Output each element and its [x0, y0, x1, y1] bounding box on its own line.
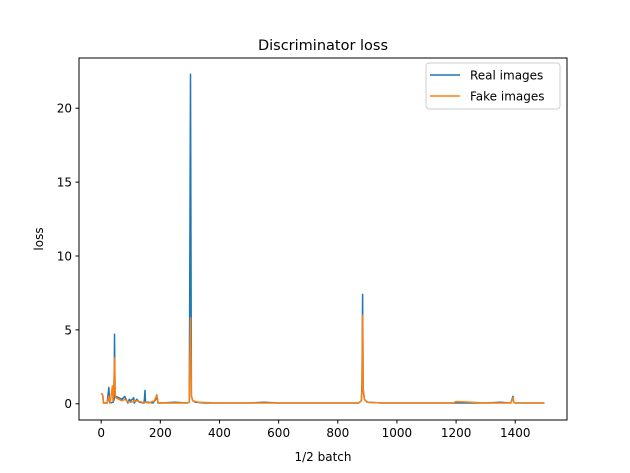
y-axis-ticks: 0 5 10 15 20: [57, 102, 79, 411]
x-tick-label: 800: [326, 426, 349, 440]
x-tick-label: 200: [149, 426, 172, 440]
x-tick-label: 1400: [500, 426, 531, 440]
x-axis-ticks: 0 200 400 600 800 1000 1200 1400: [97, 420, 531, 440]
x-tick-label: 1200: [441, 426, 472, 440]
legend-label-real: Real images: [470, 69, 543, 83]
x-tick-label: 0: [97, 426, 105, 440]
series-line-1: [100, 314, 545, 404]
y-tick-label: 20: [57, 102, 72, 116]
legend-label-fake: Fake images: [470, 90, 545, 104]
legend: Real images Fake images: [425, 62, 561, 110]
y-tick-label: 5: [64, 323, 72, 337]
chart-title: Discriminator loss: [258, 38, 388, 54]
y-axis-label: loss: [32, 227, 46, 250]
axes-frame: [78, 57, 568, 421]
y-tick-label: 10: [57, 249, 72, 263]
x-tick-label: 400: [208, 426, 231, 440]
series-layer: [100, 73, 545, 404]
x-tick-label: 600: [267, 426, 290, 440]
x-tick-label: 1000: [382, 426, 413, 440]
x-axis-label: 1/2 batch: [294, 450, 351, 464]
y-tick-label: 0: [64, 397, 72, 411]
y-tick-label: 15: [57, 176, 72, 190]
